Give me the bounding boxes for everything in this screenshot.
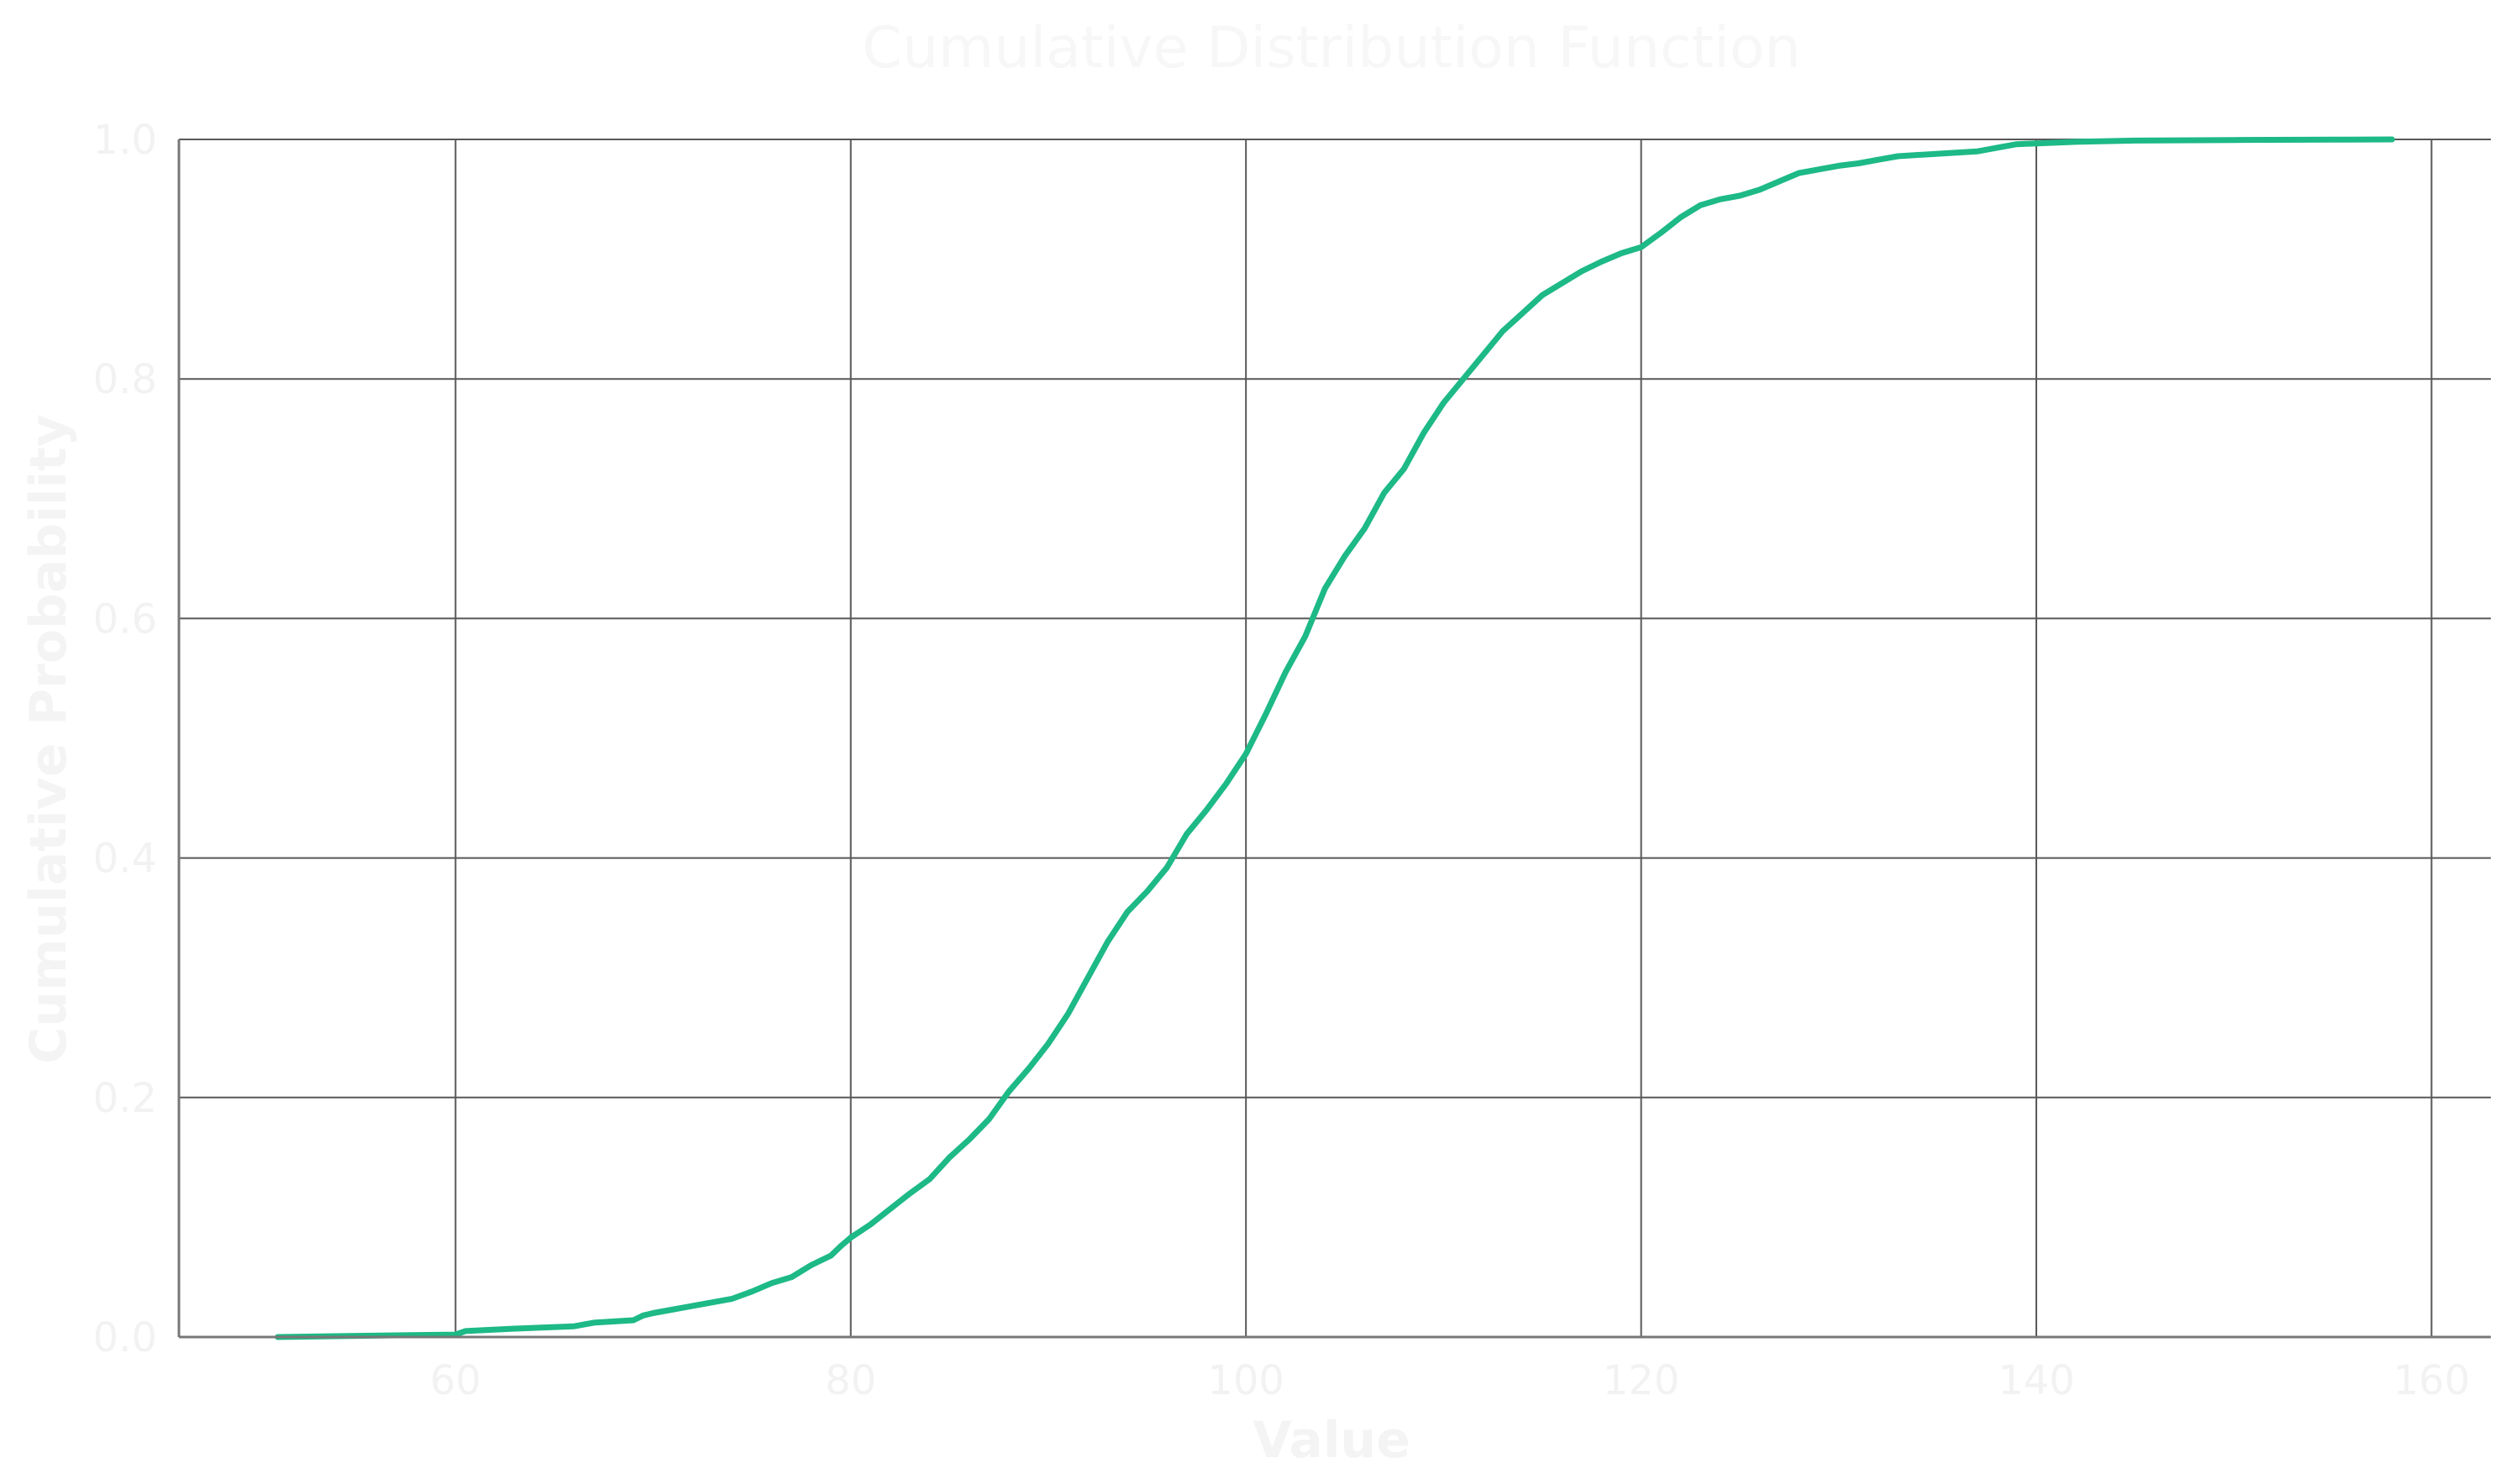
x-tick-label: 80 — [825, 1357, 876, 1404]
y-tick-label: 0.2 — [93, 1075, 157, 1122]
grid-lines — [179, 139, 2491, 1338]
x-tick-label: 60 — [430, 1357, 481, 1404]
x-tick-label: 120 — [1603, 1357, 1680, 1404]
x-tick-label: 140 — [1998, 1357, 2075, 1404]
y-tick-label: 0.6 — [93, 595, 157, 642]
x-axis-label: Value — [1253, 1411, 1410, 1470]
y-tick-label: 0.8 — [93, 356, 157, 403]
y-tick-label: 1.0 — [93, 117, 157, 164]
cdf-line — [275, 136, 2395, 1340]
y-tick-label: 0.0 — [93, 1314, 157, 1361]
y-tick-labels: 0.0 0.2 0.4 0.6 0.8 1.0 — [93, 117, 157, 1361]
x-tick-labels: 60 80 100 120 140 160 — [430, 1357, 2470, 1404]
y-tick-label: 0.4 — [93, 836, 157, 883]
x-tick-label: 160 — [2393, 1357, 2471, 1404]
y-axis-label: Cumulative Probability — [19, 414, 78, 1064]
x-tick-label: 100 — [1207, 1357, 1284, 1404]
chart-title: Cumulative Distribution Function — [862, 15, 1800, 81]
